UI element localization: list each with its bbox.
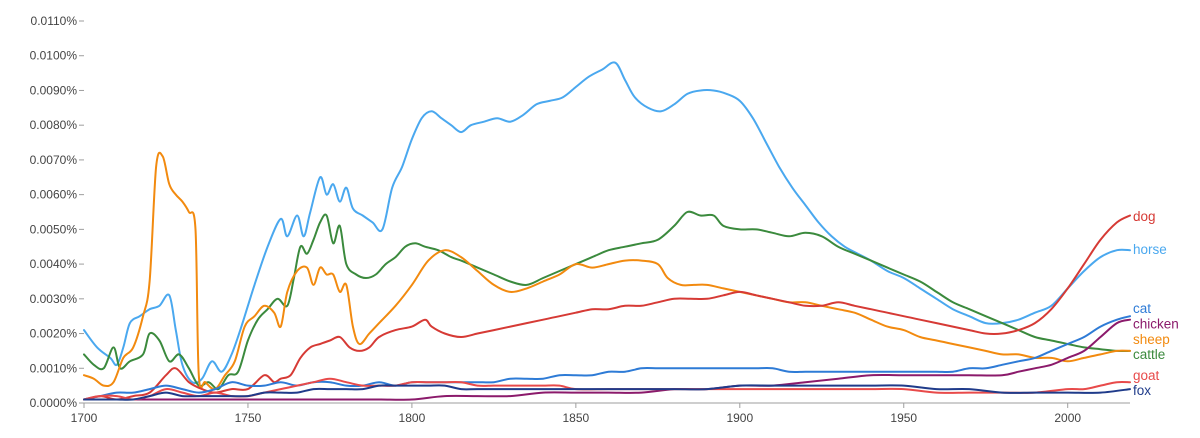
y-tick-label: 0.0100%: [30, 49, 78, 63]
series-line-sheep[interactable]: [83, 151, 1131, 391]
y-tick-label: 0.0090%: [30, 83, 78, 97]
y-tick-label: 0.0080%: [30, 118, 78, 132]
series-label-dog[interactable]: dog: [1133, 209, 1156, 224]
series-line-horse[interactable]: [83, 61, 1131, 385]
x-tick-label: 1750: [235, 411, 262, 425]
series-label-goat[interactable]: goat: [1133, 368, 1160, 383]
y-tick-label: 0.0040%: [30, 257, 78, 271]
x-tick-label: 1700: [71, 411, 98, 425]
y-tick-label: 0.0060%: [30, 188, 78, 202]
series-label-cat[interactable]: cat: [1133, 301, 1151, 316]
x-tick-label: 1850: [562, 411, 589, 425]
series-label-cattle[interactable]: cattle: [1133, 347, 1165, 362]
x-tick-label: 1950: [890, 411, 917, 425]
y-tick-label: 0.0070%: [30, 153, 78, 167]
series-label-chicken[interactable]: chicken: [1133, 316, 1179, 331]
y-tick-label: 0.0030%: [30, 292, 78, 306]
x-tick-label: 1800: [399, 411, 426, 425]
y-tick-label: 0.0110%: [31, 14, 78, 28]
series-line-dog[interactable]: [83, 214, 1131, 401]
series-line-fox[interactable]: [83, 384, 1131, 401]
series-label-sheep[interactable]: sheep: [1133, 332, 1170, 347]
series-line-goat[interactable]: [83, 377, 1131, 401]
x-tick-label: 2000: [1054, 411, 1081, 425]
y-tick-label: 0.0010%: [30, 361, 78, 375]
y-tick-label: 0.0020%: [30, 327, 78, 341]
series-lines: [83, 61, 1131, 401]
series-label-fox[interactable]: fox: [1133, 383, 1151, 398]
y-axis: 0.0000% 0.0010% 0.0020% 0.0030% 0.0040% 0.005…: [30, 14, 84, 410]
y-tick-label: 0.0050%: [30, 222, 78, 236]
series-line-cattle[interactable]: [83, 210, 1131, 391]
series-line-cat[interactable]: [83, 315, 1131, 401]
x-axis: 1700 1750 1800 1850 1900 1950 2000: [71, 402, 1130, 425]
series-label-horse[interactable]: horse: [1133, 242, 1167, 257]
x-tick-label: 1900: [726, 411, 753, 425]
y-tick-label: 0.0000%: [30, 396, 78, 410]
